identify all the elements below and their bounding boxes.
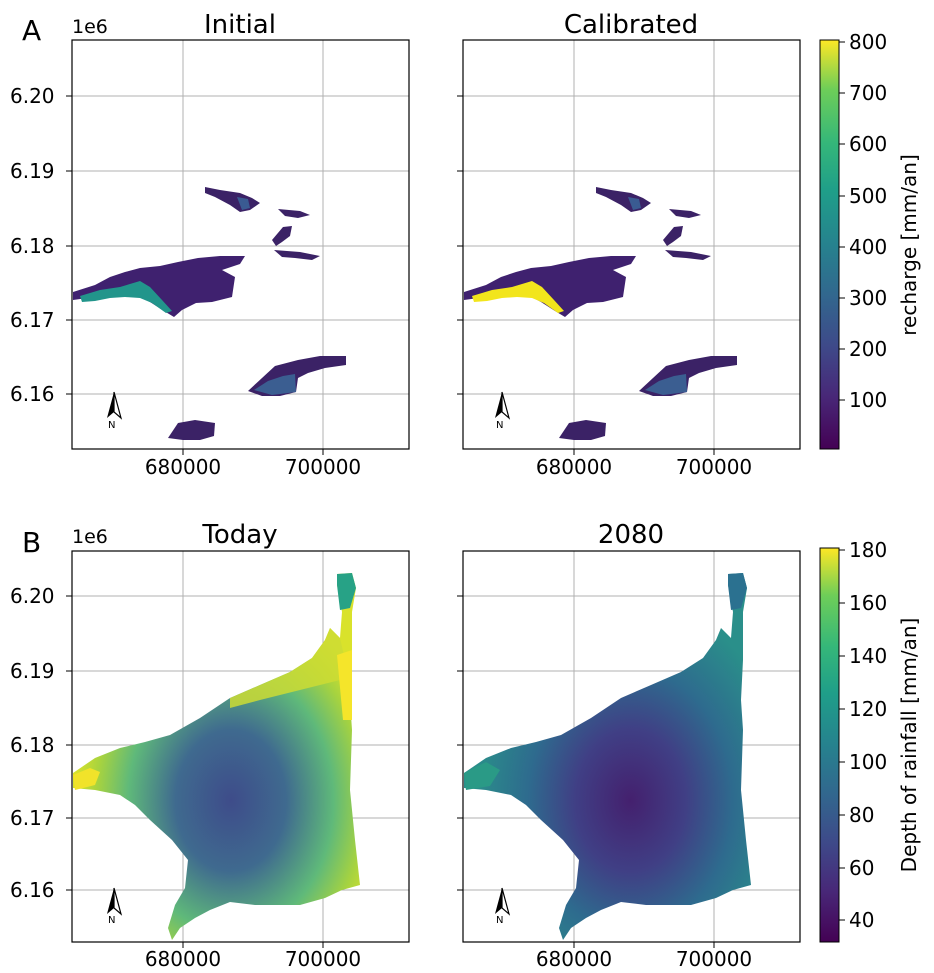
colorbar-tick-label: 100	[849, 388, 887, 412]
y-ticks-calibrated	[457, 95, 463, 395]
recharge-zones-initial	[73, 187, 346, 440]
north-label-today: N	[108, 915, 115, 926]
colorbar-tick-label: 700	[849, 81, 887, 105]
y-tick-label: 6.20	[10, 84, 55, 108]
colorbar-tick-label: 100	[849, 750, 887, 774]
colorbar-tick-label: 800	[849, 30, 887, 54]
gridlines-initial	[72, 40, 409, 449]
y-offset-label-a: 1e6	[72, 16, 108, 38]
panel-letter-a: A	[22, 14, 41, 47]
colorbar-tick-label: 180	[849, 538, 887, 562]
colorbar-tick-label: 140	[849, 644, 887, 668]
y-tick-label: 6.17	[10, 806, 55, 830]
colorbar-tick-label: 80	[849, 803, 874, 827]
rainfall-region-today	[73, 573, 360, 940]
x-ticks-initial: 680000 700000	[145, 449, 361, 479]
rainfall-region-2080	[464, 573, 751, 940]
y-ticks-2080	[457, 595, 463, 891]
title-2080: 2080	[598, 520, 664, 550]
x-ticks-2080: 680000 700000	[536, 942, 752, 971]
x-tick-label: 680000	[536, 455, 612, 479]
colorbar-label-b: Depth of rainfall [mm/an]	[897, 618, 921, 873]
x-tick-label: 680000	[536, 947, 612, 971]
x-ticks-today: 680000 700000	[145, 942, 361, 971]
axes-frame-calibrated	[462, 39, 801, 450]
title-initial: Initial	[204, 10, 276, 40]
gridlines-calibrated	[463, 40, 800, 449]
y-ticks-today: 6.20 6.19 6.18 6.17 6.16	[10, 584, 72, 902]
y-tick-label: 6.16	[10, 382, 55, 406]
x-tick-label: 700000	[285, 947, 361, 971]
colorbar-tick-label: 400	[849, 235, 887, 259]
x-tick-label: 680000	[145, 455, 221, 479]
colorbar-tick-label: 500	[849, 184, 887, 208]
colorbar-gradient-b	[819, 547, 840, 943]
plot-initial: Initial N	[10, 10, 410, 479]
y-tick-label: 6.19	[10, 659, 55, 683]
y-tick-label: 6.17	[10, 308, 55, 332]
y-tick-label: 6.20	[10, 584, 55, 608]
axes-frame-initial	[71, 39, 410, 450]
north-label-calibrated: N	[496, 420, 503, 431]
colorbar-tick-label: 300	[849, 286, 887, 310]
x-tick-label: 680000	[145, 947, 221, 971]
colorbar-ticks-a: 800 700 600 500 400 300 200 100	[839, 30, 887, 412]
plot-2080: 2080 N 680000 700000	[457, 520, 801, 971]
colorbar-recharge: 800 700 600 500 400 300 200 100 recharge…	[819, 30, 921, 450]
x-tick-label: 700000	[676, 455, 752, 479]
colorbar-ticks-b: 180 160 140 120 100 80 60 40	[839, 538, 887, 932]
colorbar-label-a: recharge [mm/an]	[897, 154, 921, 335]
x-tick-label: 700000	[676, 947, 752, 971]
colorbar-tick-label: 120	[849, 697, 887, 721]
north-label-initial: N	[108, 420, 115, 431]
y-offset-label-b: 1e6	[72, 526, 108, 548]
y-tick-label: 6.18	[10, 234, 55, 258]
colorbar-tick-label: 60	[849, 856, 874, 880]
recharge-zones-calibrated	[464, 187, 737, 440]
y-tick-label: 6.18	[10, 733, 55, 757]
x-ticks-calibrated: 680000 700000	[536, 449, 752, 479]
title-today: Today	[201, 520, 277, 550]
axes-frame-today	[71, 550, 410, 943]
colorbar-tick-label: 600	[849, 132, 887, 156]
colorbar-tick-label: 40	[849, 908, 874, 932]
panel-letter-b: B	[22, 526, 41, 559]
colorbar-tick-label: 160	[849, 591, 887, 615]
y-ticks-initial: 6.20 6.19 6.18 6.17 6.16	[10, 84, 72, 406]
north-label-2080: N	[496, 915, 503, 926]
x-tick-label: 700000	[285, 455, 361, 479]
plot-calibrated: Calibrated N	[457, 10, 801, 479]
y-tick-label: 6.19	[10, 159, 55, 183]
colorbar-rainfall: 180 160 140 120 100 80 60 40 Depth of ra…	[819, 538, 921, 943]
north-arrow-icon-initial	[106, 391, 122, 419]
axes-frame-2080	[462, 550, 801, 943]
north-arrow-icon-2080	[494, 887, 510, 915]
north-arrow-icon-calibrated	[494, 391, 510, 419]
title-calibrated: Calibrated	[564, 10, 698, 40]
north-arrow-icon-today	[106, 887, 122, 915]
colorbar-gradient-a	[819, 39, 840, 450]
y-tick-label: 6.16	[10, 878, 55, 902]
plot-today: Today N 6.20 6.19 6.18	[10, 520, 410, 971]
colorbar-tick-label: 200	[849, 337, 887, 361]
